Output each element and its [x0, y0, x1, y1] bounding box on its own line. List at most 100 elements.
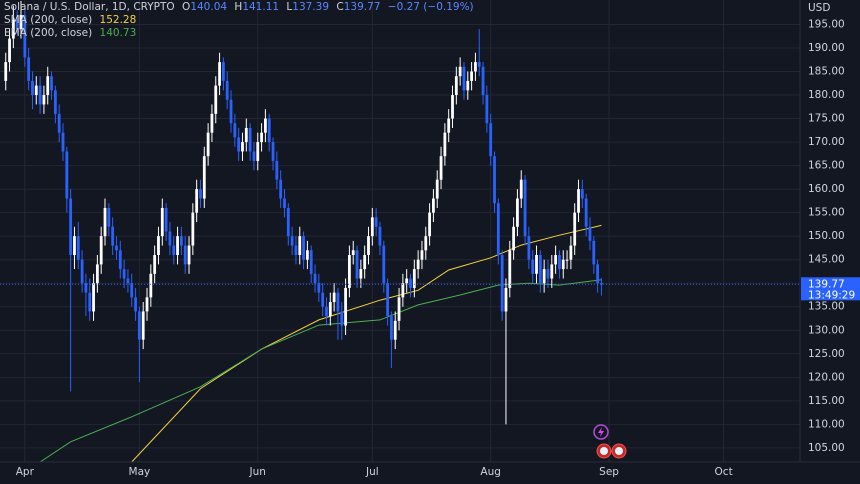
candle-body [199, 189, 202, 199]
candle-body [508, 250, 512, 288]
candle-body [214, 85, 218, 114]
candle-body [466, 80, 470, 91]
symbol: Solana / U.S. Dollar, 1D, CRYPTO [4, 1, 175, 13]
candle-body [107, 207, 111, 227]
candle-body [210, 113, 214, 133]
y-tick-label: 195.00 [808, 18, 845, 30]
event-icon-flag [600, 447, 608, 455]
change: −0.27 (−0.19%) [388, 1, 474, 13]
candle-body [546, 269, 550, 279]
candle-body [263, 118, 267, 133]
axes: 105.00 110.00 115.00 120.00 125.00 130.00 135.… [16, 18, 845, 478]
candle-body [46, 76, 50, 96]
ohlc-key: C [336, 1, 343, 13]
candle-body [61, 132, 65, 152]
candle-body [458, 66, 462, 77]
candle-body [500, 254, 504, 312]
candle-body [149, 273, 153, 298]
candle-body [153, 254, 157, 274]
candle-body [4, 62, 8, 81]
candle-body [600, 283, 603, 285]
candle-body [481, 66, 485, 96]
candle-body [363, 254, 367, 270]
candle-body [15, 19, 19, 30]
candle-body [386, 283, 389, 317]
candle-body [378, 226, 382, 246]
candle-body [588, 226, 592, 241]
candle-body [542, 269, 546, 284]
candle-body [420, 250, 424, 260]
candle-body [477, 62, 481, 67]
candle-body [428, 212, 431, 237]
candle-body [19, 15, 23, 30]
y-tick-label: 170.00 [808, 136, 845, 148]
x-tick-label: Jul [365, 466, 379, 478]
indicator-lines [39, 224, 602, 463]
y-tick-label: 175.00 [808, 113, 845, 125]
candle-body [317, 283, 321, 293]
candle-body [84, 283, 88, 293]
candle-body [69, 198, 73, 255]
candle-body [393, 320, 397, 340]
price-axis [800, 0, 860, 484]
candle-body [313, 273, 317, 284]
legend-value: 152.28 [100, 14, 137, 26]
candle-body [267, 118, 271, 143]
candle-body [275, 160, 279, 180]
y-tick-label: 110.00 [808, 418, 845, 430]
candle-body [31, 80, 34, 96]
candle-body [286, 207, 290, 237]
candle-body [8, 38, 11, 63]
candle-body [336, 292, 340, 312]
candle-body [80, 259, 84, 284]
candle-body [122, 269, 126, 279]
candle-body [160, 207, 164, 237]
ohlc-key: O [182, 1, 190, 13]
candle-body [76, 236, 80, 260]
candle-body [447, 118, 451, 133]
candle-body [340, 311, 344, 326]
candle-body [179, 236, 183, 246]
candle-body [558, 254, 561, 270]
candle-body [584, 198, 588, 227]
candle-body [516, 198, 519, 227]
y-tick-label: 130.00 [808, 324, 845, 336]
candle-body [92, 283, 95, 312]
candle-body [11, 19, 15, 39]
candle-body [550, 264, 554, 279]
candle-body [183, 245, 187, 265]
candle-body [538, 254, 542, 284]
candle-body [229, 99, 233, 124]
ohlc-value: 141.11 [242, 1, 279, 13]
candle-body [305, 250, 309, 260]
candle-body [271, 142, 275, 161]
candle-body [412, 269, 416, 288]
y-tick-label: 185.00 [808, 66, 845, 78]
event-icons [593, 424, 627, 459]
candle-body [512, 226, 516, 251]
candle-body [554, 254, 558, 265]
ohlc-value: 139.77 [344, 1, 381, 13]
candle-body [145, 297, 149, 312]
x-tick-label: Aug [480, 466, 501, 478]
candle-body [137, 311, 141, 340]
candle-body [241, 142, 244, 152]
candles [4, 0, 603, 425]
x-tick-label: Apr [16, 466, 35, 478]
candle-body [225, 80, 229, 100]
x-tick-label: Sep [599, 466, 619, 478]
y-tick-label: 160.00 [808, 183, 845, 195]
candle-body [359, 269, 363, 279]
candle-body [298, 236, 302, 255]
candle-body [370, 217, 374, 237]
candle-body [580, 189, 584, 199]
x-tick-label: Jun [249, 466, 266, 478]
candle-body [489, 123, 493, 157]
indicator-line [39, 279, 602, 463]
candle-body [309, 250, 313, 274]
candle-body [573, 212, 577, 246]
candle-body [435, 179, 439, 199]
candle-body [527, 236, 531, 260]
candle-body [416, 259, 420, 270]
last-price-label: 139.77 [808, 278, 845, 290]
